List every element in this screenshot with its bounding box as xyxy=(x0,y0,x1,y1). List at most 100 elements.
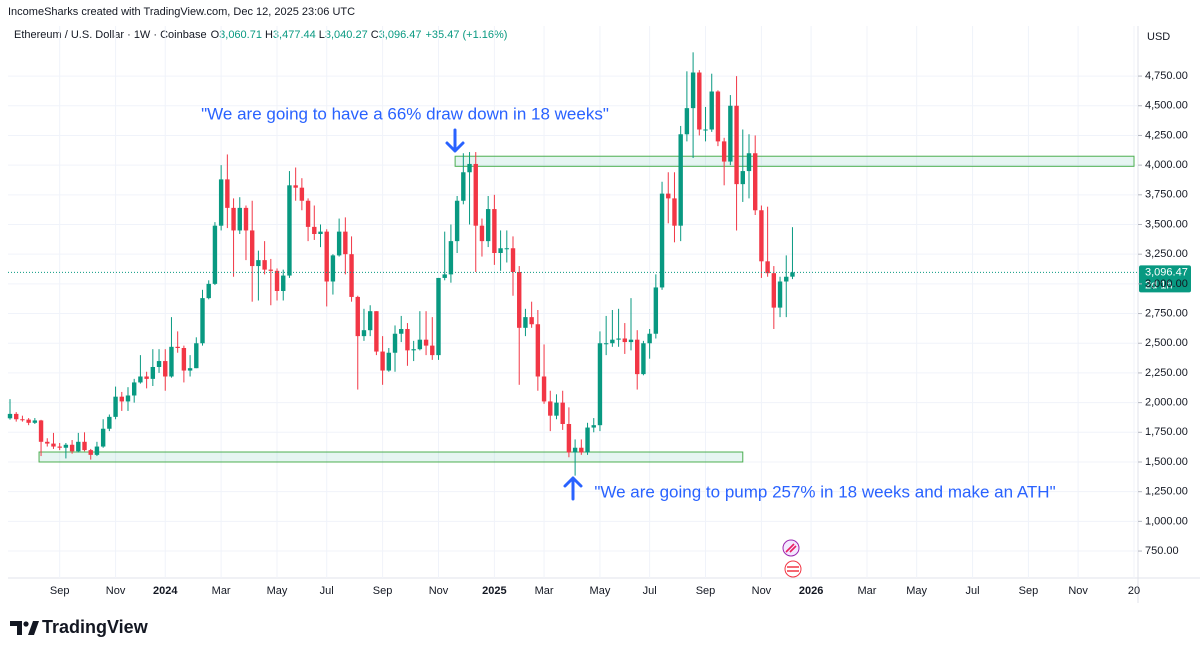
candle-body xyxy=(523,317,528,328)
candle-body xyxy=(212,225,218,284)
candle-body xyxy=(200,298,205,344)
x-tick-label: Sep xyxy=(696,585,716,597)
x-tick-label: Mar xyxy=(535,585,554,597)
y-tick-label: 2,250.00 xyxy=(1145,367,1188,379)
candle-body xyxy=(684,108,690,135)
candle-body xyxy=(641,343,646,375)
candle-body xyxy=(100,428,106,447)
candle-body xyxy=(281,275,286,291)
event-icon-mark xyxy=(785,543,797,553)
x-tick-label: Nov xyxy=(429,585,449,597)
candle-body xyxy=(243,207,249,231)
x-tick-label: Nov xyxy=(752,585,772,597)
candle-body xyxy=(7,413,13,419)
candle-body xyxy=(119,396,124,402)
candle-body xyxy=(529,317,534,325)
candle-body xyxy=(467,163,472,173)
candle-body xyxy=(361,330,367,337)
quote-key: C xyxy=(371,29,379,41)
currency: USD xyxy=(1147,31,1170,43)
zones xyxy=(38,155,1135,463)
candle-body xyxy=(510,248,516,272)
event-icon xyxy=(784,560,802,578)
candle-body xyxy=(442,274,447,278)
candle-body xyxy=(473,163,478,226)
x-tick-label: Nov xyxy=(106,585,126,597)
candle-body xyxy=(367,311,373,331)
candle-body xyxy=(57,446,62,448)
candle-body xyxy=(709,91,714,130)
candle-body xyxy=(169,346,174,377)
y-tick-label: 4,000.00 xyxy=(1145,159,1188,171)
candle-body xyxy=(380,351,385,371)
candle-body xyxy=(392,333,398,353)
candle-body xyxy=(405,328,410,351)
quote-value: 3,096.47 xyxy=(379,29,422,41)
x-tick-label: Mar xyxy=(212,585,231,597)
candle-body xyxy=(678,134,683,226)
candle-body xyxy=(274,270,280,291)
candle-body xyxy=(237,207,242,231)
y-tick-label: 2,500.00 xyxy=(1145,337,1188,349)
candle-body xyxy=(653,287,659,334)
candle-body xyxy=(572,447,578,453)
x-tick-label: 20 xyxy=(1128,585,1140,597)
candle-body xyxy=(330,255,336,282)
candle-body xyxy=(256,260,261,267)
candle-body xyxy=(622,338,627,343)
candle-body xyxy=(411,349,416,351)
candle-body xyxy=(132,382,137,396)
event-icon-mark xyxy=(787,566,799,572)
y-tick-label: 1,250.00 xyxy=(1145,486,1188,498)
candle-body xyxy=(690,72,696,109)
candle-body xyxy=(461,172,466,201)
candle-body xyxy=(753,153,758,211)
x-tick-label: 2026 xyxy=(799,585,823,597)
candle-body xyxy=(448,241,454,275)
candle-body xyxy=(51,443,56,447)
candle-body xyxy=(113,396,118,417)
candle-body xyxy=(504,248,509,250)
last-price-tag xyxy=(1139,265,1191,293)
quote-change: +35.47 (+1.16%) xyxy=(425,29,507,41)
candle-body xyxy=(554,402,559,416)
x-tick-label: Sep xyxy=(50,585,70,597)
candle-body xyxy=(268,269,274,271)
candle-body xyxy=(740,171,745,185)
candle-body xyxy=(225,179,230,208)
x-tick-label: Jul xyxy=(320,585,334,597)
arrows xyxy=(445,128,583,501)
candle-body xyxy=(349,254,354,297)
y-tick-label: 3,000.00 xyxy=(1145,278,1188,290)
candle-body xyxy=(603,343,609,345)
candle-body xyxy=(430,345,435,356)
candle-body xyxy=(82,441,87,451)
candle-body xyxy=(454,200,460,242)
y-tick-label: 4,750.00 xyxy=(1145,70,1188,82)
candle-body xyxy=(498,248,503,253)
candle-body xyxy=(94,446,100,455)
candle-body xyxy=(721,141,727,162)
candle-body xyxy=(479,225,485,242)
candle-body xyxy=(579,447,584,453)
arrow-up xyxy=(563,476,583,501)
quote-value: 3,040.27 xyxy=(325,29,368,41)
candle-body xyxy=(69,444,75,452)
candle-body xyxy=(343,231,348,255)
logo-mark xyxy=(23,621,29,627)
logo-mark xyxy=(28,621,39,635)
candle-body xyxy=(20,419,25,421)
candle-body xyxy=(324,231,329,282)
candle-body xyxy=(734,105,739,185)
y-tick-label: 3,250.00 xyxy=(1145,248,1188,260)
candle-body xyxy=(181,347,187,371)
candle-body xyxy=(585,427,590,453)
candle-body xyxy=(703,129,708,131)
candle-body xyxy=(312,226,317,235)
candle-body xyxy=(784,276,789,282)
y-tick-label: 4,500.00 xyxy=(1145,100,1188,112)
candle-body xyxy=(63,444,69,448)
y-tick-label: 1,750.00 xyxy=(1145,426,1188,438)
candle-body xyxy=(336,231,342,256)
